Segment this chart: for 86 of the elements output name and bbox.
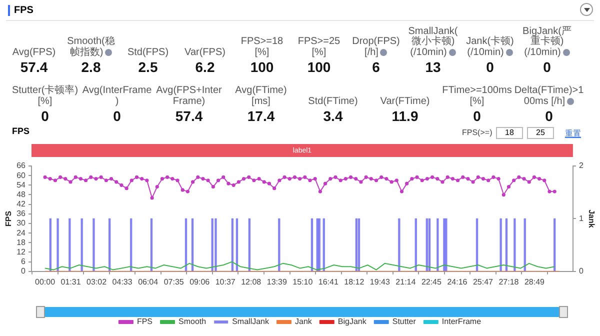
x-tick-label: 03:02 — [86, 277, 108, 286]
text: 25 — [527, 127, 554, 139]
text: FPS>=25 [%] — [296, 36, 342, 58]
x-tick-label: 10:37 — [215, 277, 236, 286]
text: Stutter(卡顿率) [%] — [10, 85, 80, 107]
text: Var(FTime) — [379, 96, 431, 107]
text: FPS(>=) — [462, 128, 492, 137]
text: Avg(FTime) [ms] — [234, 85, 288, 107]
text: 6.2 — [195, 59, 215, 75]
text: Std(FTime) — [307, 96, 359, 107]
text: Avg(FPS+InterFrame) — [155, 85, 223, 107]
y-tick-label: 24 — [16, 228, 26, 238]
text: FPS — [8, 5, 34, 16]
x-tick-label: 21:14 — [396, 277, 416, 286]
y-tick-label: 42 — [16, 200, 26, 209]
x-tick-label: 06:04 — [138, 277, 159, 286]
text: Std(FPS) — [126, 46, 170, 58]
y-tick-label: 12 — [16, 247, 26, 256]
text: Var(FPS) — [184, 46, 226, 58]
x-tick-label: 19:43 — [370, 277, 390, 286]
text: FPS>=18 [%] — [240, 36, 284, 58]
text: 0 — [113, 108, 121, 124]
x-tick-label: 12:08 — [241, 277, 262, 286]
text: Avg(InterFrame) — [82, 85, 152, 107]
text: Delta(FTime)>100ms [/h] — [514, 85, 584, 107]
text: 13 — [425, 59, 441, 75]
text: 18 — [496, 127, 523, 139]
x-tick-label: 04:33 — [112, 277, 133, 286]
y2-tick-label: 0 — [578, 266, 584, 276]
text: 0 — [41, 108, 49, 124]
y-tick-label: 6 — [21, 257, 26, 266]
text: Smooth(稳帧指数) — [66, 36, 116, 58]
chart-title: FPS — [12, 126, 30, 136]
x-tick-label: 28:49 — [524, 277, 546, 286]
text: Avg(FPS) — [11, 46, 57, 58]
y2-axis-title: Jank — [586, 210, 596, 228]
text: 57.4 — [175, 108, 203, 124]
x-tick-label: 09:06 — [190, 277, 210, 286]
text: 0 — [545, 108, 553, 124]
x-tick-label: 01:31 — [60, 277, 82, 286]
x-tick-label: 24:16 — [447, 277, 468, 286]
legend-label: FPS — [136, 317, 153, 326]
y2-tick-label: 1 — [578, 214, 584, 223]
y-tick-label: 30 — [16, 218, 26, 228]
text: 重置 — [565, 128, 581, 139]
x-tick-label: 13:39 — [266, 277, 288, 286]
y-tick-label: 66 — [16, 161, 26, 170]
text: FTime>=100ms [%] — [442, 85, 512, 107]
text: 2.8 — [81, 59, 101, 75]
text: 57.4 — [20, 59, 48, 75]
y-tick-label: 54 — [16, 180, 26, 190]
legend-label: SmallJank — [232, 317, 270, 326]
text: 6 — [372, 59, 380, 75]
y-axis-title: FPS — [4, 210, 14, 226]
text: 0 — [473, 108, 481, 124]
x-tick-label: 18:12 — [344, 277, 365, 286]
x-tick-label: 27:18 — [498, 277, 520, 286]
y-tick-label: 60 — [16, 170, 26, 180]
text: Drop(FPS) [/h] — [351, 36, 401, 58]
y-tick-label: 0 — [21, 266, 26, 276]
y-tick-label: 18 — [16, 238, 26, 247]
legend-label: BigJank — [338, 317, 368, 326]
text: SmallJank(微小卡顿) (/10min) — [407, 26, 459, 58]
y2-tick-label: 2 — [578, 161, 584, 170]
legend-label: Jank — [294, 317, 313, 326]
text: 2.5 — [138, 59, 158, 75]
text: 11.9 — [392, 108, 418, 124]
text: 3.4 — [323, 108, 343, 124]
text: 100 — [250, 59, 274, 75]
text: 0 — [543, 59, 551, 75]
text: BigJank(严重卡顿) (/10min) — [522, 26, 572, 58]
text: Jank(卡顿) (/10min) — [465, 36, 515, 58]
text: 100 — [307, 59, 331, 75]
y-tick-label: 48 — [16, 190, 26, 199]
y-tick-label: 36 — [16, 209, 26, 218]
x-tick-label: 07:35 — [164, 277, 184, 286]
legend-label: Smooth — [178, 317, 206, 326]
x-tick-label: 00:00 — [35, 277, 56, 286]
text: 0 — [486, 59, 494, 75]
x-tick-label: 25:47 — [472, 277, 494, 286]
legend-label: InterFrame — [442, 317, 482, 326]
text: 17.4 — [247, 108, 275, 124]
x-tick-label: 22:45 — [421, 277, 442, 286]
x-tick-label: 15:10 — [292, 277, 314, 286]
legend-label: Stutter — [392, 317, 416, 326]
x-tick-label: 16:41 — [318, 277, 339, 286]
